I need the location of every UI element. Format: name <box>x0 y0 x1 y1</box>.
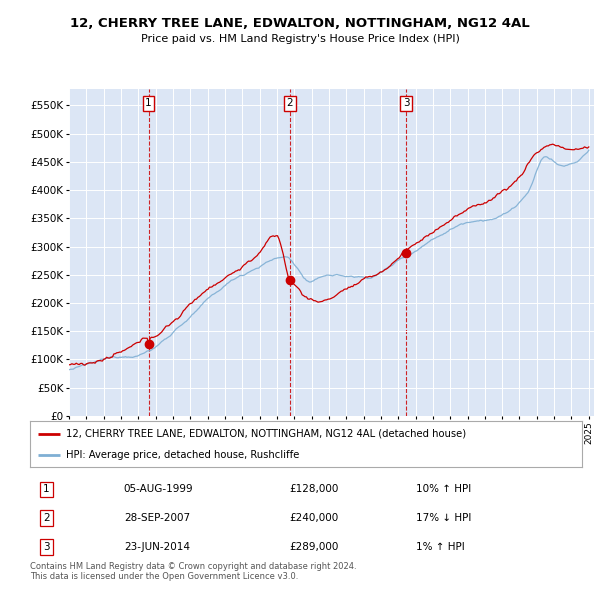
Text: 12, CHERRY TREE LANE, EDWALTON, NOTTINGHAM, NG12 4AL: 12, CHERRY TREE LANE, EDWALTON, NOTTINGH… <box>70 17 530 30</box>
Text: 23-JUN-2014: 23-JUN-2014 <box>124 542 190 552</box>
Text: £240,000: £240,000 <box>289 513 338 523</box>
Text: 28-SEP-2007: 28-SEP-2007 <box>124 513 190 523</box>
Text: 17% ↓ HPI: 17% ↓ HPI <box>416 513 472 523</box>
Text: 12, CHERRY TREE LANE, EDWALTON, NOTTINGHAM, NG12 4AL (detached house): 12, CHERRY TREE LANE, EDWALTON, NOTTINGH… <box>66 429 466 439</box>
Text: This data is licensed under the Open Government Licence v3.0.: This data is licensed under the Open Gov… <box>30 572 298 581</box>
Text: 10% ↑ HPI: 10% ↑ HPI <box>416 484 472 494</box>
Text: Price paid vs. HM Land Registry's House Price Index (HPI): Price paid vs. HM Land Registry's House … <box>140 34 460 44</box>
Text: 1: 1 <box>145 99 152 108</box>
Text: 05-AUG-1999: 05-AUG-1999 <box>124 484 193 494</box>
Text: £128,000: £128,000 <box>289 484 339 494</box>
Text: 3: 3 <box>43 542 50 552</box>
Text: 1: 1 <box>43 484 50 494</box>
Text: 2: 2 <box>286 99 293 108</box>
Text: £289,000: £289,000 <box>289 542 339 552</box>
Text: 2: 2 <box>43 513 50 523</box>
Text: Contains HM Land Registry data © Crown copyright and database right 2024.: Contains HM Land Registry data © Crown c… <box>30 562 356 571</box>
Text: 1% ↑ HPI: 1% ↑ HPI <box>416 542 465 552</box>
Text: HPI: Average price, detached house, Rushcliffe: HPI: Average price, detached house, Rush… <box>66 450 299 460</box>
Text: 3: 3 <box>403 99 410 108</box>
